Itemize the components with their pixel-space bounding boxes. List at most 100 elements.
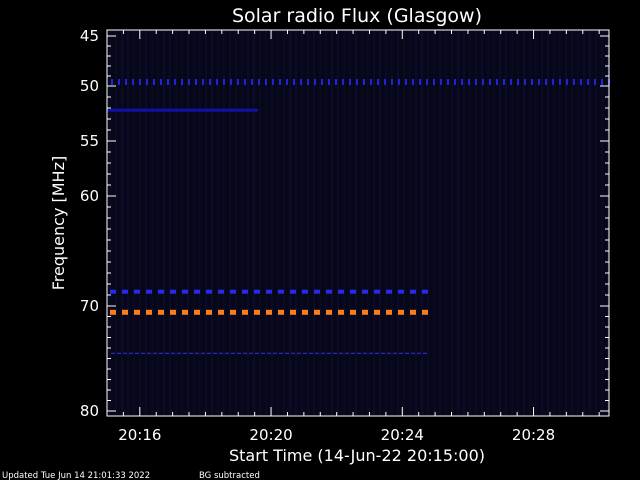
feature-interference-52 bbox=[107, 108, 258, 112]
feature-segment bbox=[278, 289, 284, 294]
feature-segment bbox=[273, 352, 277, 354]
feature-segment bbox=[285, 352, 289, 354]
feature-segment bbox=[410, 289, 416, 294]
feature-segment bbox=[272, 79, 274, 85]
feature-segment bbox=[391, 79, 393, 85]
feature-segment bbox=[218, 309, 224, 315]
feature-segment bbox=[398, 289, 404, 294]
feature-segment bbox=[139, 79, 141, 85]
feature-interference-69 bbox=[110, 289, 428, 294]
texture-column bbox=[421, 31, 423, 415]
feature-segment bbox=[182, 289, 188, 294]
feature-segment bbox=[342, 79, 344, 85]
y-tick-label: 80 bbox=[80, 402, 99, 420]
feature-segment bbox=[580, 79, 582, 85]
plot-frame bbox=[106, 29, 610, 417]
feature-segment bbox=[188, 79, 190, 85]
y-tick-label: 70 bbox=[80, 297, 99, 315]
texture-column bbox=[517, 31, 519, 415]
texture-column bbox=[115, 31, 117, 415]
feature-segment bbox=[290, 289, 296, 294]
feature-segment bbox=[393, 352, 397, 354]
feature-segment bbox=[258, 79, 260, 85]
feature-segment bbox=[165, 352, 169, 354]
feature-segment bbox=[160, 79, 162, 85]
feature-segment bbox=[237, 79, 239, 85]
texture-column bbox=[235, 31, 237, 415]
footer-updated: Updated Tue Jun 14 21:01:33 2022 bbox=[2, 471, 150, 480]
feature-segment bbox=[242, 289, 248, 294]
feature-segment bbox=[328, 79, 330, 85]
feature-segment bbox=[265, 79, 267, 85]
texture-column bbox=[475, 31, 477, 415]
feature-segment bbox=[230, 289, 236, 294]
feature-segment bbox=[230, 309, 236, 315]
feature-segment bbox=[566, 79, 568, 85]
feature-segment bbox=[559, 79, 561, 85]
feature-segment bbox=[386, 309, 392, 315]
texture-column bbox=[343, 31, 345, 415]
feature-segment bbox=[303, 352, 307, 354]
feature-segment bbox=[153, 79, 155, 85]
texture-column bbox=[367, 31, 369, 415]
feature-segment bbox=[302, 289, 308, 294]
feature-segment bbox=[447, 79, 449, 85]
texture-column bbox=[505, 31, 507, 415]
texture-column bbox=[373, 31, 375, 415]
feature-segment bbox=[454, 79, 456, 85]
feature-segment bbox=[254, 289, 260, 294]
feature-segment bbox=[314, 289, 320, 294]
texture-column bbox=[205, 31, 207, 415]
texture-column bbox=[211, 31, 213, 415]
feature-segment bbox=[118, 79, 120, 85]
x-axis: 20:16 20:20 20:24 20:28 bbox=[118, 30, 600, 444]
texture-column bbox=[379, 31, 381, 415]
texture-column bbox=[331, 31, 333, 415]
texture-column bbox=[301, 31, 303, 415]
feature-segment bbox=[524, 79, 526, 85]
texture-column bbox=[463, 31, 465, 415]
feature-segment bbox=[132, 79, 134, 85]
feature-segment bbox=[387, 352, 391, 354]
x-tick-label: 20:28 bbox=[512, 426, 555, 444]
texture-column bbox=[439, 31, 441, 415]
feature-segment bbox=[266, 309, 272, 315]
x-axis-label: Start Time (14-Jun-22 20:15:00) bbox=[229, 446, 485, 465]
feature-segment bbox=[357, 352, 361, 354]
feature-segment bbox=[405, 79, 407, 85]
feature-segment bbox=[461, 79, 463, 85]
feature-segment bbox=[209, 79, 211, 85]
y-tick-label: 55 bbox=[80, 132, 99, 150]
feature-segment bbox=[314, 309, 320, 315]
feature-segment bbox=[194, 289, 200, 294]
feature-segment bbox=[219, 352, 223, 354]
feature-segment bbox=[538, 79, 540, 85]
texture-column bbox=[583, 31, 585, 415]
feature-segment bbox=[345, 352, 349, 354]
texture-column bbox=[397, 31, 399, 415]
texture-column bbox=[547, 31, 549, 415]
texture-column bbox=[349, 31, 351, 415]
texture-column bbox=[313, 31, 315, 415]
feature-segment bbox=[386, 289, 392, 294]
feature-segment bbox=[293, 79, 295, 85]
feature-segment bbox=[225, 352, 229, 354]
texture-column bbox=[595, 31, 597, 415]
feature-segment bbox=[350, 289, 356, 294]
feature-segment bbox=[384, 79, 386, 85]
feature-segment bbox=[321, 352, 325, 354]
texture-column bbox=[253, 31, 255, 415]
feature-segment bbox=[111, 352, 115, 354]
texture-column bbox=[109, 31, 111, 415]
texture-column bbox=[451, 31, 453, 415]
feature-segment bbox=[381, 352, 385, 354]
texture-column bbox=[277, 31, 279, 415]
feature-segment bbox=[496, 79, 498, 85]
feature-segment bbox=[291, 352, 295, 354]
texture-column bbox=[139, 31, 141, 415]
feature-segment bbox=[412, 79, 414, 85]
feature-segment bbox=[307, 79, 309, 85]
texture-column bbox=[493, 31, 495, 415]
texture-column bbox=[415, 31, 417, 415]
